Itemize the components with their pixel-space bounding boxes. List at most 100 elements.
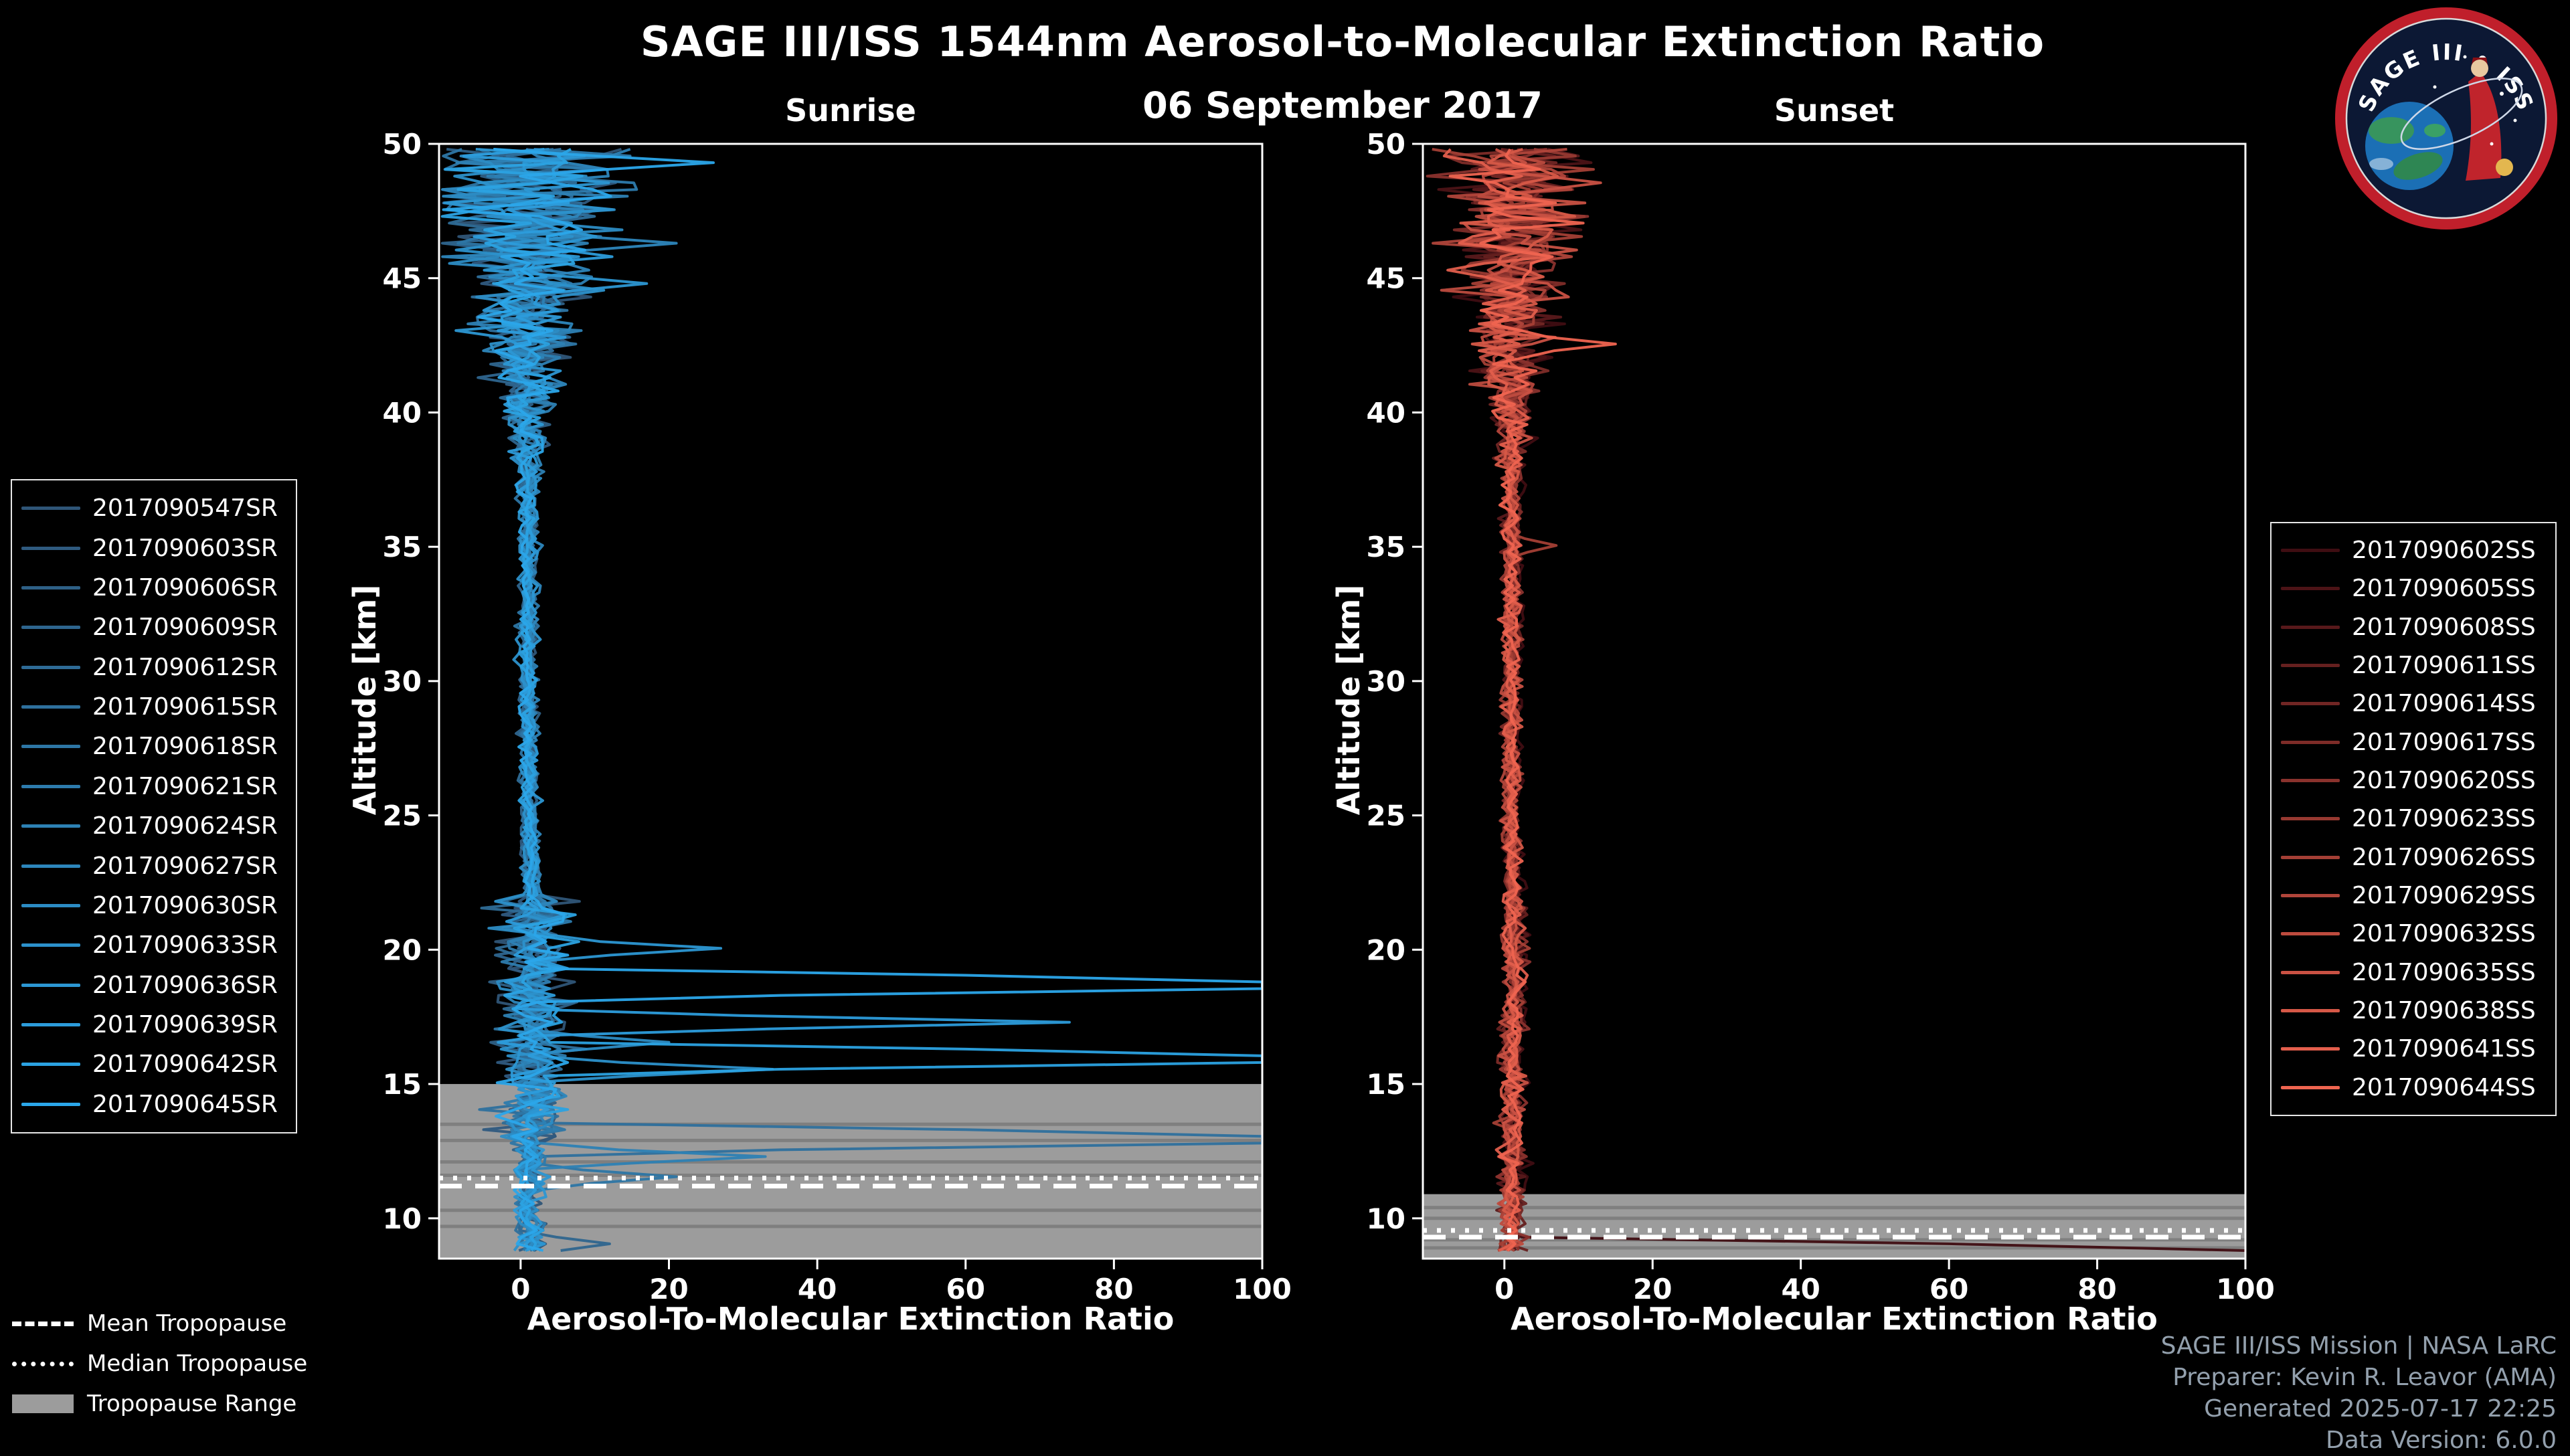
x-tick-label: 100 [1233,1273,1292,1305]
legend-label: 2017090623SS [2352,805,2536,833]
legend-label: 2017090626SS [2352,843,2536,871]
credit-preparer: Preparer: Kevin R. Leavor (AMA) [2172,1364,2557,1391]
x-axis-label-sunset: Aerosol-To-Molecular Extinction Ratio [1511,1301,2158,1337]
x-axis-label-sunrise: Aerosol-To-Molecular Extinction Ratio [527,1301,1175,1337]
dashed-line-swatch [12,1321,74,1326]
x-tick-label: 60 [946,1273,985,1305]
profile-2017090602SS [1452,148,2245,1252]
legend-label: 2017090633SR [92,931,278,960]
x-tick-label: 0 [511,1273,530,1305]
legend-item: 2017090614SS [2281,685,2546,723]
dotted-line-swatch [12,1361,74,1366]
x-tick-label: 40 [798,1273,837,1305]
legend-swatch [2281,932,2340,936]
legend-label: 2017090602SS [2352,537,2536,565]
legend-swatch [21,1102,80,1106]
legend-item: 2017090608SS [2281,608,2546,646]
legend-label: Tropopause Range [87,1390,297,1417]
figure-date: 06 September 2017 [1142,84,1543,126]
legend-item: 2017090620SS [2281,761,2546,800]
legend-swatch [2281,855,2340,859]
legend-item: 2017090632SS [2281,915,2546,953]
legend-label: 2017090641SS [2352,1035,2536,1063]
legend-label: 2017090608SS [2352,613,2536,641]
sage-figure-icon [2466,58,2502,181]
moon-icon [2496,159,2513,176]
legend-item: 2017090629SS [2281,877,2546,915]
legend-label: Median Tropopause [87,1350,308,1377]
legend-swatch [21,705,80,709]
legend-swatch [21,507,80,511]
y-tick-label: 30 [383,665,422,698]
legend-label: 2017090635SS [2352,958,2536,986]
legend-item: 2017090635SS [2281,953,2546,992]
legend-label: 2017090645SR [92,1090,278,1118]
x-tick-label: 20 [1633,1273,1672,1305]
legend-label: 2017090606SR [92,573,278,602]
orbit-path-icon [2400,78,2523,150]
legend-swatch [21,824,80,828]
legend-label: 2017090636SR [92,971,278,999]
legend-label: 2017090547SR [92,494,278,523]
axes-frame [438,143,1264,1260]
legend-item: 2017090642SR [21,1044,286,1084]
legend-swatch [2281,702,2340,706]
profile-2017090636SR [442,148,723,1252]
legend-item: 2017090612SR [21,648,286,687]
legend-item: 2017090630SR [21,886,286,925]
legend-item: 2017090547SR [21,488,286,528]
legend-swatch [21,943,80,947]
y-tick-label: 10 [383,1202,422,1235]
axes-frame [1422,143,2247,1260]
legend-swatch [2281,1085,2340,1089]
legend-label: 2017090632SS [2352,920,2536,948]
legend-item: 2017090644SS [2281,1069,2546,1107]
legend-label: 2017090617SS [2352,728,2536,756]
legend-label: 2017090642SR [92,1051,278,1079]
legend-label: 2017090620SS [2352,767,2536,795]
x-tick-label: 40 [1781,1273,1820,1305]
legend-label: 2017090605SS [2352,575,2536,603]
legend-item: 2017090621SR [21,767,286,806]
profile-2017090645SR [442,148,1262,1252]
legend-swatch [2281,587,2340,591]
y-tick-label: 15 [383,1068,422,1101]
legend-label: 2017090638SS [2352,997,2536,1025]
legend-swatch [21,665,80,669]
legend-item: 2017090618SR [21,727,286,766]
legend-item: 2017090641SS [2281,1030,2546,1068]
sage-iii-iss-mission-patch: SAGE III • ISS [2335,7,2557,230]
legend-item-median-tropopause: Median Tropopause [12,1344,307,1384]
legend-item: 2017090639SR [21,1005,286,1044]
y-tick-label: 50 [383,128,422,161]
legend-swatch [2281,817,2340,821]
legend-swatch [21,983,80,987]
legend-item-mean-tropopause: Mean Tropopause [12,1303,307,1344]
x-tick-label: 0 [1494,1273,1514,1305]
legend-label: 2017090611SS [2352,652,2536,680]
legend-item: 2017090609SR [21,608,286,647]
stars-icons [2433,55,2517,146]
legend-item: 2017090627SR [21,846,286,885]
legend-sunset: 2017090602SS 2017090605SS 2017090608SS 2017… [2270,522,2557,1116]
y-tick-label: 35 [383,531,422,563]
legend-item: 2017090603SR [21,528,286,567]
legend-item: 2017090624SR [21,806,286,846]
legend-label: 2017090609SR [92,614,278,642]
legend-label: 2017090629SS [2352,882,2536,910]
legend-item: 2017090606SR [21,568,286,608]
legend-item: 2017090636SR [21,966,286,1005]
legend-item: 2017090633SR [21,925,286,965]
legend-swatch [21,784,80,788]
legend-item: 2017090638SS [2281,992,2546,1030]
legend-item: 2017090645SR [21,1085,286,1124]
y-axis-label-sunset: Altitude [km] [1331,584,1367,816]
y-tick-label: 40 [1367,396,1405,429]
legend-swatch [2281,740,2340,744]
legend-label: 2017090612SR [92,653,278,681]
legend-label: 2017090624SR [92,812,278,840]
legend-swatch [21,585,80,589]
x-tick-label: 80 [2077,1273,2116,1305]
legend-item: 2017090626SS [2281,838,2546,877]
